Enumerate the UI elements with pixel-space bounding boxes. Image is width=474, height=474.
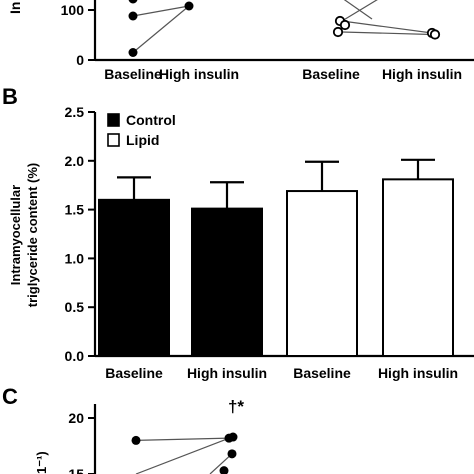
panel-b-y-ticks: 0.0 0.5 1.0 1.5 2.0 2.5 [65, 104, 95, 364]
panel-b-legend-swatch [107, 113, 120, 127]
panel-a-pair-line [341, 31, 433, 36]
panel-c-pair-line [135, 437, 230, 441]
panel-b-ylabel-line1: Intramyocellular [8, 185, 23, 285]
panel-a-points [128, 0, 441, 57]
panel-b-bar [98, 198, 170, 357]
panel-b-bars [98, 158, 454, 357]
panel-c-pair-line [209, 453, 233, 474]
panel-a-ylabel-fragment: In [7, 2, 23, 14]
panel-a-point-filled [184, 1, 194, 11]
panel-b-x-tick-label: High insulin [187, 365, 267, 381]
panel-b-legend-label: Lipid [126, 132, 159, 148]
panel-c-label: C [2, 384, 18, 409]
panel-b-y-tick-label: 2.5 [65, 104, 85, 120]
panel-a-pair-line [341, 0, 378, 22]
panel-c-y-tick-label: 20 [68, 410, 84, 426]
panel-a-pair-line [343, 0, 373, 20]
panel-b-x-ticks: Baseline High insulin Baseline High insulin [105, 365, 458, 381]
panel-c-y-tick-label: 15 [68, 466, 84, 474]
panel-c-pair-lines [135, 436, 233, 474]
panel-b-bar [382, 178, 454, 357]
panel-b-y-tick-label: 0.5 [65, 299, 85, 315]
panel-b-legend-label: Control [126, 112, 176, 128]
panel-b-bar [191, 207, 263, 357]
panel-c-point [228, 432, 238, 442]
panel-c-points [131, 432, 238, 474]
panel-a-point-filled [128, 0, 138, 4]
panel-a-x-tick-label: High insulin [159, 66, 239, 82]
panel-b-x-tick-label: Baseline [105, 365, 163, 381]
panel-c-point [131, 435, 141, 445]
panel-a-x-tick-label: High insulin [382, 66, 462, 82]
panel-c-ylabel-fragment: 1⁻¹) [34, 451, 49, 474]
panel-b-bar [286, 190, 358, 357]
panel-a-y-tick-label: 100 [61, 2, 85, 18]
panel-c-point [227, 449, 237, 459]
panel-b-y-tick-label: 0.0 [65, 348, 85, 364]
panel-a-point-open [332, 26, 344, 38]
panel-a-pair-line [132, 5, 190, 17]
panel-b-y-tick-label: 1.0 [65, 250, 85, 266]
panel-a-x-tick-label: Baseline [302, 66, 360, 82]
panel-b-ylabel-line2: triglyceride content (%) [25, 163, 40, 307]
panel-a-pair-lines [132, 0, 433, 53]
panel-a-y-tick-label: 0 [76, 52, 84, 68]
panel-c-point [219, 466, 229, 474]
panel-b-y-tick-label: 2.0 [65, 153, 85, 169]
panel-a-x-tick-label: Baseline [104, 66, 162, 82]
panel-b-label: B [2, 84, 18, 109]
panel-a-point-open [429, 29, 441, 40]
panel-c-pair-line [135, 436, 233, 474]
panel-b-y-tick-label: 1.5 [65, 202, 85, 218]
panel-b-legend-swatch [107, 133, 120, 147]
panel-b: B Intramyocellular triglyceride content … [2, 84, 474, 381]
panel-a-pair-line [341, 20, 433, 34]
panel-b-legend: Control Lipid [107, 112, 176, 148]
panel-a-pair-line [132, 5, 190, 53]
panel-a-point-open [339, 19, 351, 31]
panel-b-x-tick-label: Baseline [293, 365, 351, 381]
panel-c-annotation: †* [228, 397, 244, 416]
panel-a-point-filled [128, 48, 138, 57]
panel-b-x-tick-label: High insulin [378, 365, 458, 381]
panel-a-point-filled [128, 11, 138, 21]
panel-a-y-ticks: 100 0 [61, 2, 95, 68]
